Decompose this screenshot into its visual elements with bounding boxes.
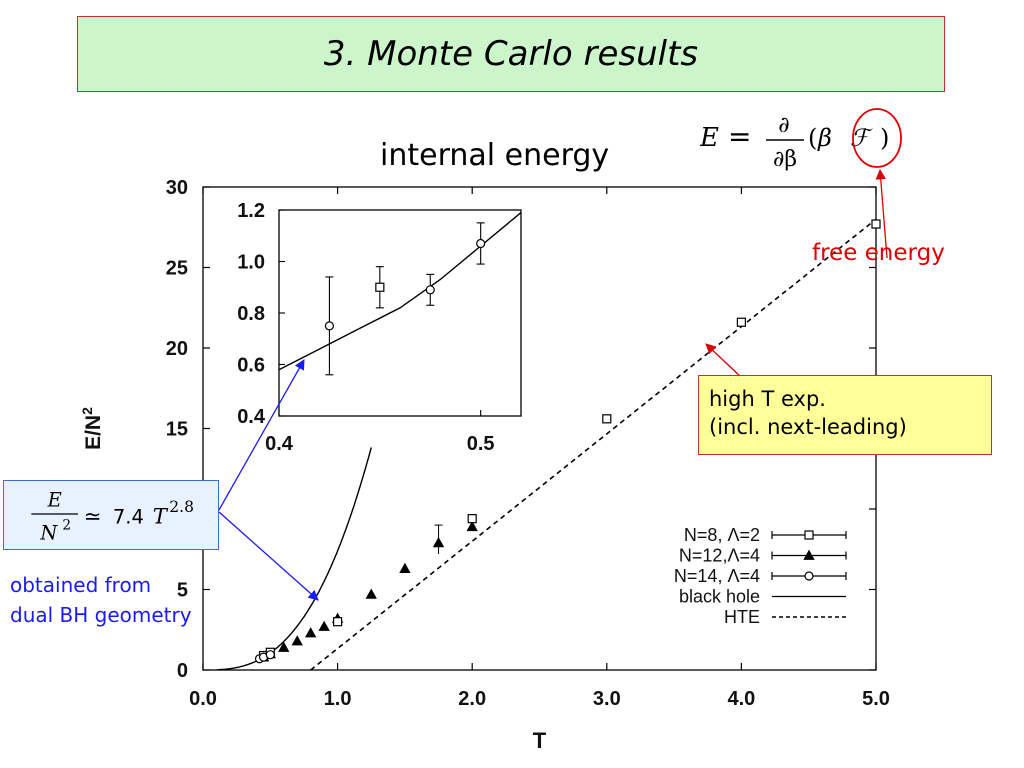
eq-equals: = (728, 120, 751, 153)
x-tick-label: 5.0 (862, 688, 890, 710)
free-energy-highlight-circle (852, 108, 902, 168)
y-tick-label: 20 (166, 338, 188, 360)
hte-line (310, 218, 877, 671)
x-tick-label: 2.0 (458, 688, 486, 710)
n12-data-point (305, 627, 317, 638)
n12-data-point (399, 562, 411, 573)
scaling-relation: ≃ (84, 505, 102, 530)
x-tick-label: 4.0 (727, 688, 755, 710)
n8-data-point (333, 617, 343, 627)
scaling-denominator: N (39, 521, 58, 544)
arrow-to-free-energy (875, 168, 888, 259)
y-tick-label: 15 (166, 419, 188, 441)
obtained-note: obtained from dual BH geometry (10, 570, 192, 630)
eq-denominator: ∂β (773, 147, 797, 172)
y-axis-label: E/N2 (79, 407, 105, 450)
obtained-note-line2: dual BH geometry (10, 603, 192, 627)
inset-x-tick-label: 0.5 (467, 433, 495, 455)
n8-data-point (602, 414, 612, 424)
eq-numerator: ∂ (778, 113, 789, 138)
y-tick-label: 30 (166, 177, 188, 199)
scaling-coefficient: 7.4 (113, 506, 144, 529)
y-tick-label: 0 (177, 660, 188, 682)
arrow-to-black-hole-curve (218, 511, 319, 601)
eq-free-energy-symbol: ℱ (850, 124, 873, 152)
n12-data-point (365, 588, 377, 599)
n8-data-point (736, 317, 747, 327)
eq-lhs: E (700, 123, 719, 153)
legend-marker (804, 571, 814, 581)
y-axis-label-exp: 2 (79, 407, 95, 415)
x-tick-label: 1.0 (324, 688, 352, 710)
x-tick-label: 0.0 (189, 688, 217, 710)
obtained-note-line1: obtained from (10, 573, 152, 597)
scaling-denominator-exp: 2 (62, 518, 71, 534)
inset-data-point (324, 321, 335, 331)
n12-data-point (278, 641, 290, 652)
x-tick-label: 3.0 (593, 688, 621, 710)
x-axis-label: T (533, 728, 547, 753)
arrow-to-inset (218, 359, 305, 511)
free-energy-label: free energy (812, 240, 945, 266)
inset-y-tick-label: 1.2 (237, 200, 265, 222)
energy-equation: E = ∂ ∂β ( β ℱ ) (700, 108, 902, 172)
legend-label: N=14, Λ=4 (674, 566, 760, 586)
hte-note-line1: high T exp. (709, 387, 826, 411)
hte-note-line2: (incl. next-leading) (709, 415, 907, 439)
y-tick-label: 25 (166, 258, 188, 280)
eq-paren-close: ) (880, 124, 889, 152)
inset-data-point (476, 238, 486, 249)
n8-data-point (467, 514, 477, 524)
scaling-numerator: E (47, 488, 62, 511)
n8-data-point (871, 219, 881, 229)
eq-beta: β (817, 124, 832, 152)
inset-y-tick-label: 0.6 (237, 355, 265, 377)
inset-x-tick-label: 0.4 (265, 433, 294, 455)
chart-subtitle: internal energy (380, 138, 610, 173)
n12-data-point (291, 635, 303, 646)
inset-y-tick-label: 1.0 (237, 252, 265, 274)
hte-note-box: high T exp. (incl. next-leading) (698, 375, 992, 455)
arrow-to-hte-line (705, 343, 743, 379)
eq-paren-open: ( (808, 124, 817, 152)
slide-title: 3. Monte Carlo results (323, 34, 699, 74)
legend-label: N=8, Λ=2 (684, 525, 760, 545)
slide-title-box: 3. Monte Carlo results (77, 16, 945, 92)
inset-data-point (375, 282, 385, 292)
scaling-exponent: 2.8 (169, 498, 194, 516)
legend-marker (803, 549, 815, 560)
scaling-formula-box: E N 2 ≃ 7.4 T 2.8 (3, 480, 219, 550)
y-tick-label: 5 (177, 580, 188, 602)
n12-data-point (466, 520, 478, 532)
black-hole-curve (216, 447, 372, 671)
scaling-variable: T (153, 505, 169, 530)
inset-data-point (425, 285, 435, 295)
inset-y-tick-label: 0.8 (237, 303, 265, 325)
legend-marker (804, 530, 814, 540)
legend-label: HTE (724, 607, 760, 627)
inset-frame (278, 209, 522, 417)
n14-data-point (265, 650, 275, 660)
inset-y-tick-label: 0.4 (237, 406, 266, 428)
inset-plot-area: 0.4 0.5 0.4 0.6 0.8 1.0 1.2 (237, 200, 522, 455)
annotation-arrows (218, 168, 888, 601)
legend-label: black hole (679, 587, 760, 607)
legend-label: N=12,Λ=4 (679, 546, 760, 566)
n12-data-point (318, 620, 330, 631)
